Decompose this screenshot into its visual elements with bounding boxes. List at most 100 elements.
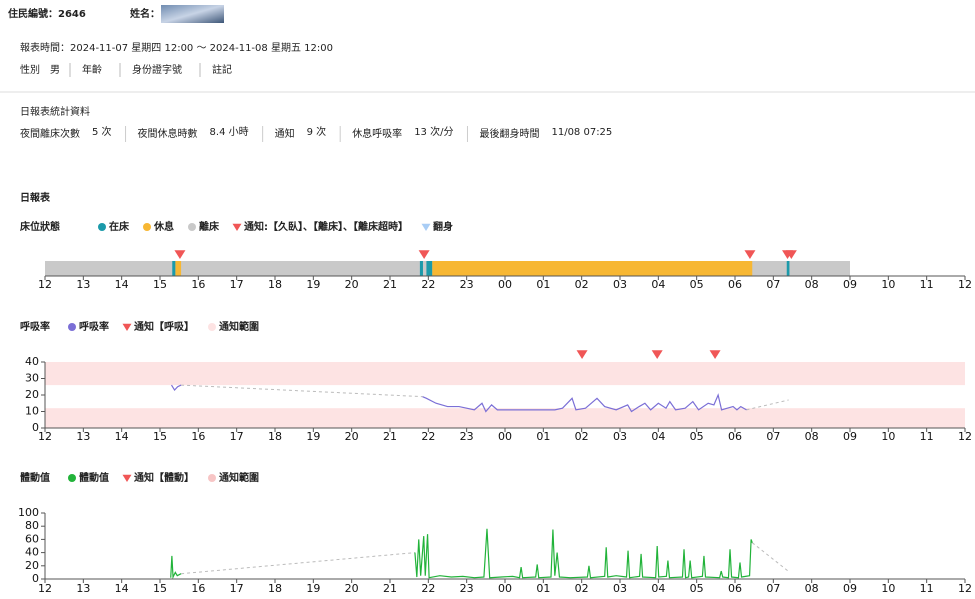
x-tick-label: 14 bbox=[115, 278, 129, 291]
x-tick-label: 16 bbox=[191, 582, 205, 595]
notification-marker bbox=[785, 250, 797, 259]
x-tick-label: 20 bbox=[345, 430, 359, 443]
state-interval bbox=[432, 261, 753, 276]
x-tick-label: 12 bbox=[958, 430, 972, 443]
stat-value: 8.4 小時 bbox=[210, 126, 249, 138]
legend-marker bbox=[208, 474, 216, 482]
x-tick-label: 06 bbox=[728, 582, 742, 595]
x-tick-label: 21 bbox=[383, 582, 397, 595]
x-tick-label: 08 bbox=[805, 278, 819, 291]
state-interval bbox=[172, 261, 176, 276]
state-interval bbox=[175, 261, 182, 276]
y-tick-label: 20 bbox=[25, 559, 39, 572]
stat-label: 夜間休息時數 bbox=[138, 127, 198, 140]
x-tick-label: 13 bbox=[76, 278, 90, 291]
gap-connector bbox=[746, 399, 789, 411]
x-tick-label: 07 bbox=[766, 430, 780, 443]
x-tick-label: 16 bbox=[191, 278, 205, 291]
info-label: 身份證字號 bbox=[132, 63, 182, 76]
x-tick-label: 12 bbox=[958, 582, 972, 595]
chart-title: 呼吸率 bbox=[20, 320, 50, 333]
stat-label: 通知 bbox=[275, 127, 295, 140]
y-tick-label: 0 bbox=[32, 572, 39, 585]
stat-label: 最後翻身時間 bbox=[479, 127, 539, 140]
legend-marker bbox=[143, 223, 151, 231]
legend-label: 通知範圍 bbox=[219, 320, 259, 333]
x-tick-label: 14 bbox=[115, 582, 129, 595]
x-tick-label: 10 bbox=[881, 582, 895, 595]
name-redacted bbox=[161, 5, 224, 23]
x-tick-label: 15 bbox=[153, 278, 167, 291]
legend-label: 體動值 bbox=[79, 471, 109, 484]
x-tick-label: 22 bbox=[421, 430, 435, 443]
legend-label: 呼吸率 bbox=[79, 320, 109, 333]
legend-label: 休息 bbox=[153, 220, 174, 233]
info-label: 年齡 bbox=[82, 63, 102, 76]
x-tick-label: 18 bbox=[268, 430, 282, 443]
gap-connector bbox=[181, 384, 423, 398]
y-tick-label: 40 bbox=[25, 355, 39, 368]
notify-band bbox=[45, 408, 965, 428]
x-tick-label: 20 bbox=[345, 278, 359, 291]
x-tick-label: 19 bbox=[306, 278, 320, 291]
info-value: 男 bbox=[50, 64, 60, 76]
notification-marker bbox=[576, 350, 588, 359]
report-title: 日報表 bbox=[20, 191, 51, 204]
x-tick-label: 05 bbox=[690, 430, 704, 443]
chart-title: 床位狀態 bbox=[20, 220, 60, 233]
legend-marker bbox=[232, 223, 242, 231]
x-tick-label: 00 bbox=[498, 582, 512, 595]
name-label: 姓名： bbox=[129, 7, 160, 20]
x-tick-label: 22 bbox=[421, 278, 435, 291]
stat-label: 休息呼吸率 bbox=[352, 127, 402, 140]
y-tick-label: 20 bbox=[25, 388, 39, 401]
y-tick-label: 40 bbox=[25, 546, 39, 559]
notification-marker bbox=[709, 350, 721, 359]
legend-label: 通知:【久臥】、【離床】、【離床超時】 bbox=[244, 220, 408, 233]
stats-title: 日報表統計資料 bbox=[20, 105, 90, 118]
legend-marker bbox=[98, 223, 106, 231]
info-label: 性別 bbox=[20, 63, 40, 76]
x-tick-label: 02 bbox=[575, 430, 589, 443]
x-tick-label: 02 bbox=[575, 278, 589, 291]
y-tick-label: 0 bbox=[32, 421, 39, 434]
x-tick-label: 10 bbox=[881, 278, 895, 291]
x-tick-label: 09 bbox=[843, 278, 857, 291]
stats-row: 夜間離床次數 5 次 夜間休息時數 8.4 小時 通知 9 次 休息呼吸率 13 次/分 最後翻… bbox=[20, 125, 612, 142]
x-tick-label: 05 bbox=[690, 582, 704, 595]
legend-label: 在床 bbox=[109, 220, 130, 233]
x-tick-label: 07 bbox=[766, 582, 780, 595]
x-tick-label: 12 bbox=[958, 278, 972, 291]
x-tick-label: 11 bbox=[920, 278, 934, 291]
resident-id: 住民編號：2646 bbox=[8, 7, 86, 20]
legend-marker bbox=[421, 223, 431, 231]
x-tick-label: 15 bbox=[153, 582, 167, 595]
x-tick-label: 09 bbox=[843, 582, 857, 595]
x-tick-label: 03 bbox=[613, 582, 627, 595]
y-tick-label: 10 bbox=[25, 405, 39, 418]
x-tick-label: 02 bbox=[575, 582, 589, 595]
info-label: 註記 bbox=[212, 63, 232, 76]
x-tick-label: 23 bbox=[460, 278, 474, 291]
notification-marker bbox=[418, 250, 430, 259]
state-interval bbox=[419, 261, 423, 276]
y-tick-label: 100 bbox=[18, 506, 39, 519]
x-tick-label: 21 bbox=[383, 430, 397, 443]
legend-label: 通知【呼吸】 bbox=[134, 320, 194, 333]
legend-label: 通知範圍 bbox=[219, 471, 259, 484]
x-tick-label: 20 bbox=[345, 582, 359, 595]
notification-marker bbox=[174, 250, 186, 259]
chart-title: 體動值 bbox=[20, 471, 50, 484]
x-tick-label: 18 bbox=[268, 278, 282, 291]
stat-value: 13 次/分 bbox=[414, 125, 453, 138]
gap-connector bbox=[751, 542, 791, 573]
x-tick-label: 12 bbox=[38, 278, 52, 291]
stat-value: 5 次 bbox=[92, 125, 112, 138]
legend-marker bbox=[122, 323, 132, 331]
x-tick-label: 11 bbox=[920, 430, 934, 443]
x-tick-label: 06 bbox=[728, 430, 742, 443]
state-interval bbox=[786, 261, 790, 276]
notification-marker bbox=[744, 250, 756, 259]
x-tick-label: 01 bbox=[536, 582, 550, 595]
x-tick-label: 12 bbox=[38, 430, 52, 443]
